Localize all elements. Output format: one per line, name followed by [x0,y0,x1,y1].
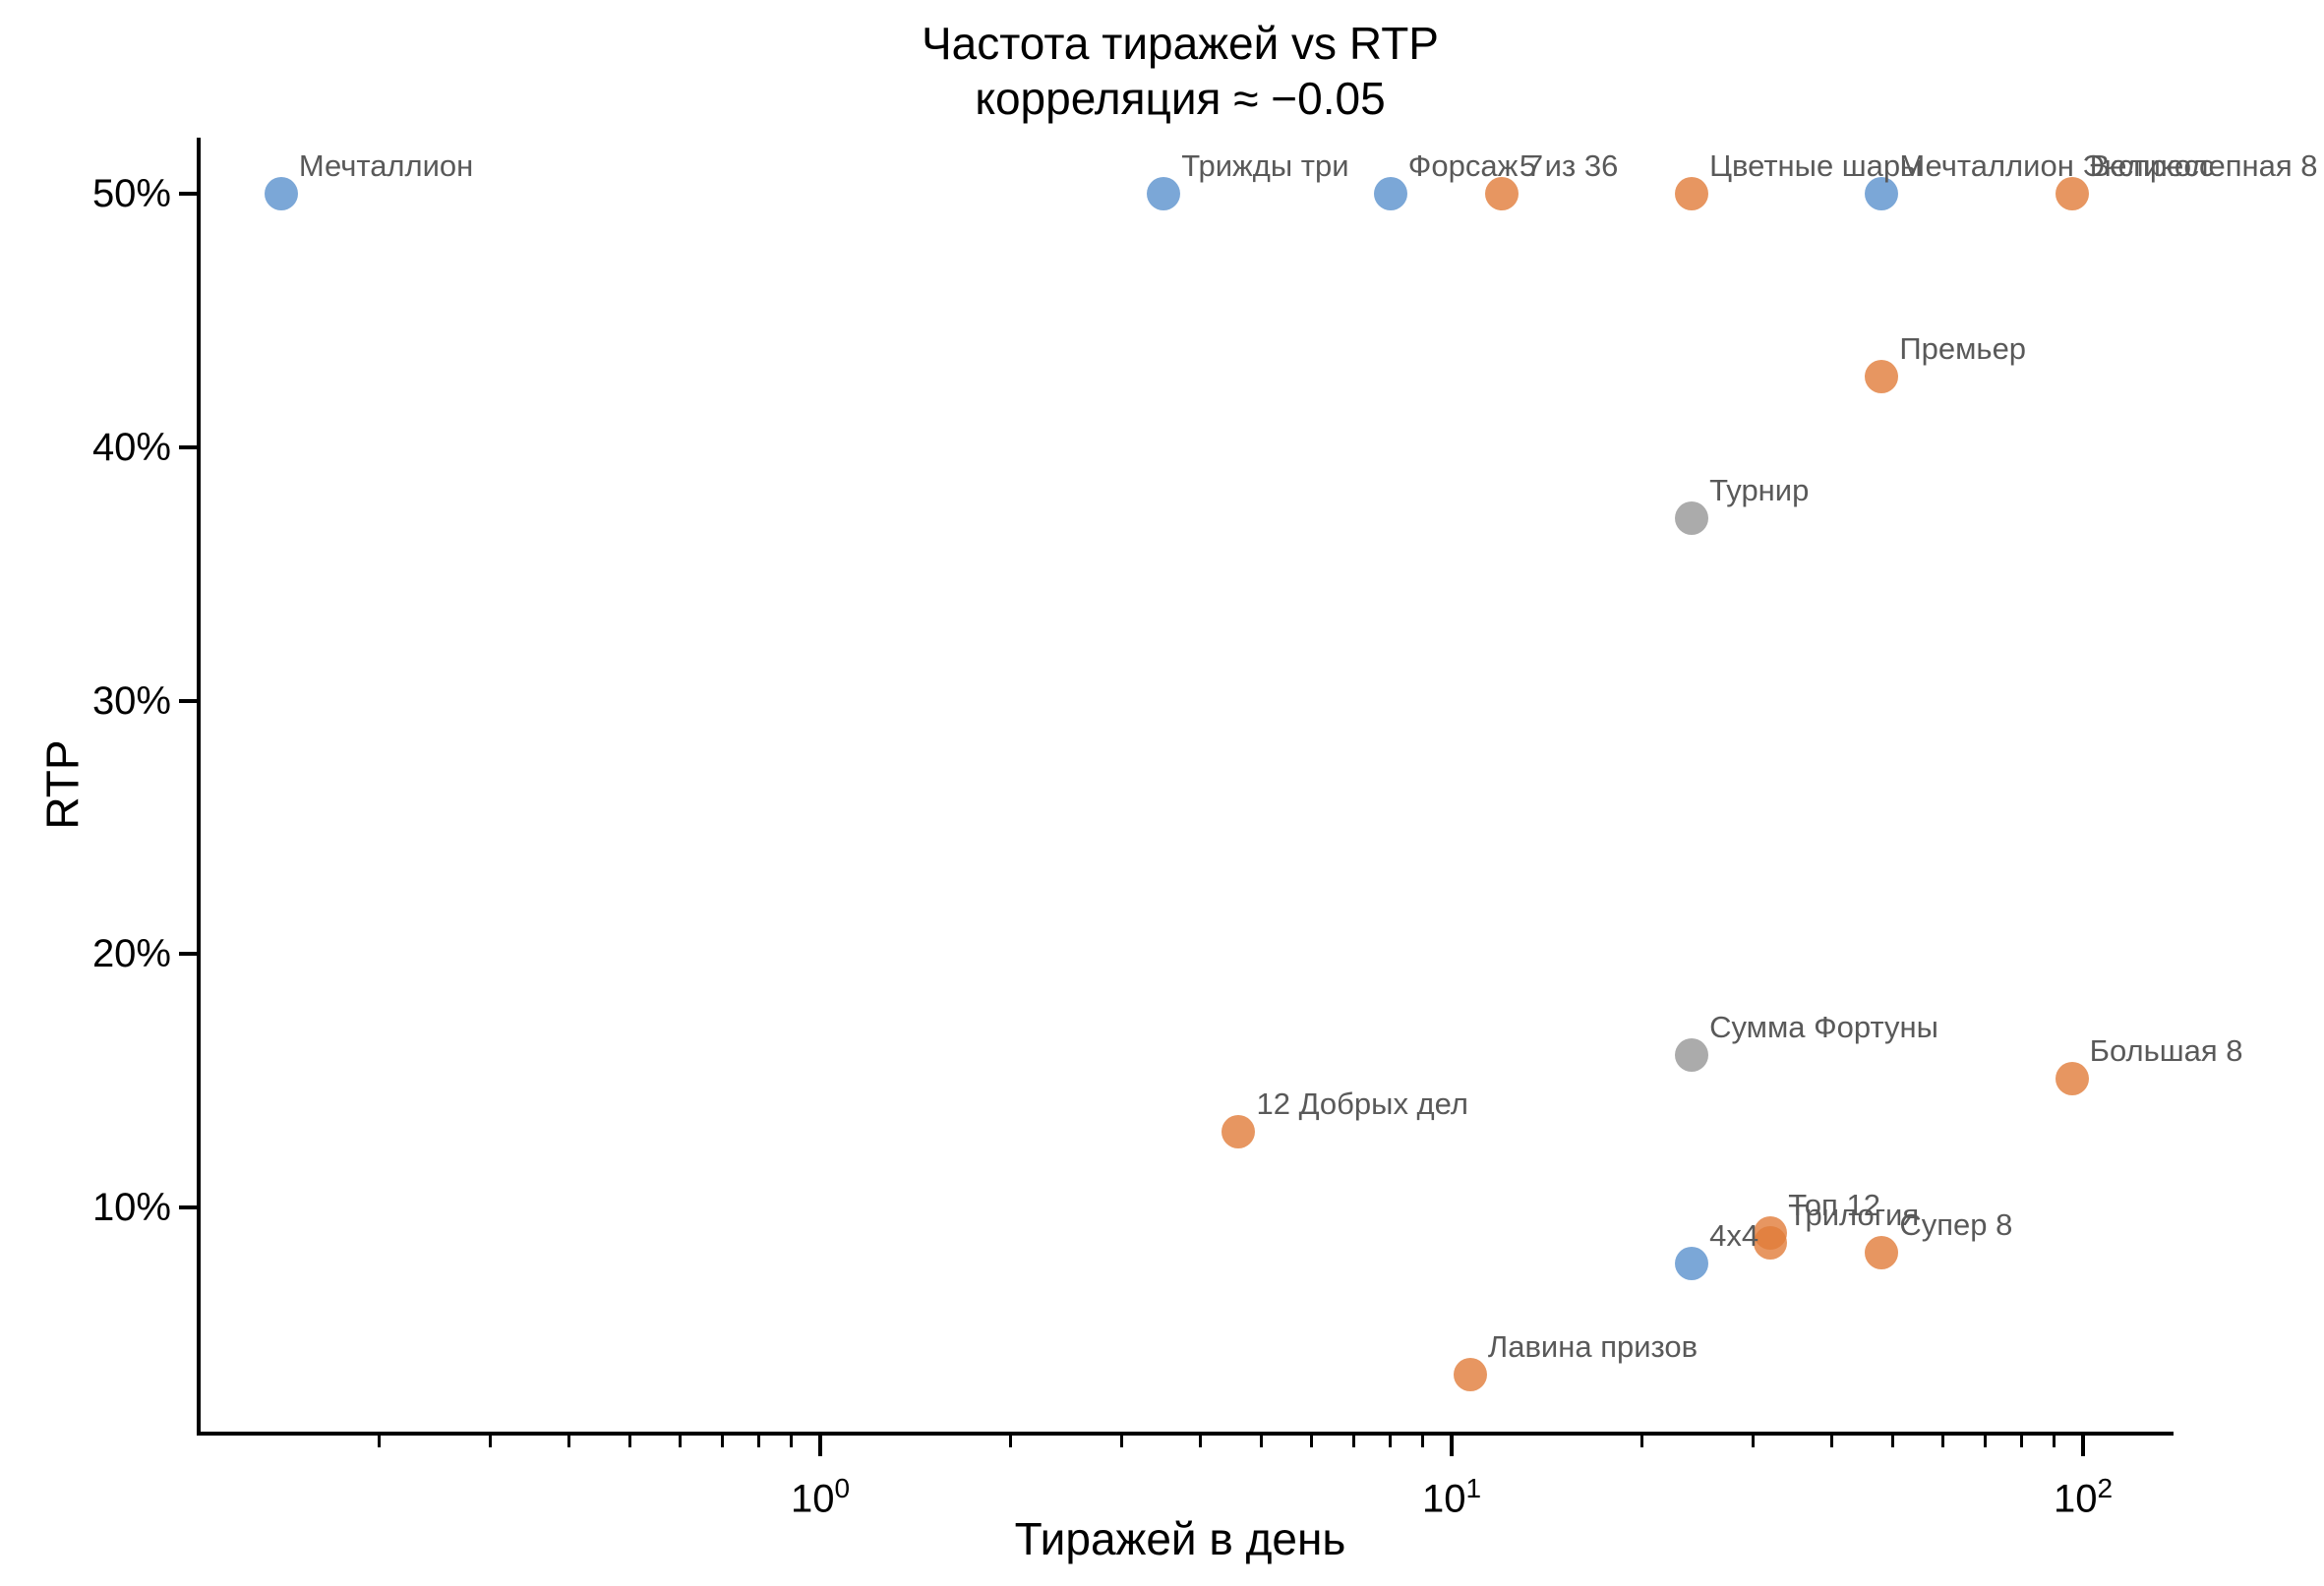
data-point [1675,1038,1709,1073]
y-tick-label: 20% [91,932,171,976]
data-point [264,177,298,210]
y-axis-label: RTP [36,739,89,830]
data-point [1222,1114,1256,1148]
x-minor-tick [679,1436,683,1447]
data-point-label: Великолепная 8 [2089,148,2318,183]
y-tick-label: 10% [91,1186,171,1229]
x-tick-label-exponent: 2 [2097,1473,2114,1503]
data-point-label: Мечталлион Экспресс [1899,148,2215,183]
data-point [1865,359,1899,393]
data-point-label: Мечталлион [298,148,474,183]
data-point-label: Турнир [1709,472,1810,507]
data-point-label: Топ 12 [1788,1187,1880,1222]
x-minor-tick [1119,1436,1123,1447]
x-minor-tick [377,1436,381,1447]
data-point [1373,177,1407,210]
y-tick [179,698,197,703]
x-axis-label: Тиражей в день [1014,1513,1346,1564]
data-point-label: Супер 8 [1899,1207,2013,1243]
y-tick-label: 50% [91,172,171,215]
x-minor-tick [1891,1436,1895,1447]
data-point-label: Форсаж 7 [1407,148,1544,183]
data-point-label: Цветные шары [1709,148,1923,183]
y-tick [179,192,197,196]
x-tick-label-base: 10 [2053,1477,2098,1521]
y-tick-label: 30% [91,678,171,723]
x-minor-tick [1830,1436,1834,1447]
x-minor-tick [1008,1436,1012,1447]
x-minor-tick [1421,1436,1425,1447]
x-minor-tick [1389,1436,1393,1447]
data-point-label: Лавина призов [1487,1329,1698,1365]
data-point-label: Сумма Фортуны [1709,1010,1938,1045]
data-point [1453,1358,1487,1392]
x-tick-label-exponent: 1 [1465,1473,1482,1503]
chart-title-line1: Частота тиражей vs RTP [922,18,1439,69]
y-axis-spine [197,138,201,1436]
x-tick-label: 100 [791,1467,850,1520]
data-point-label: Большая 8 [2089,1032,2243,1068]
x-axis-spine [197,1432,2174,1436]
x-tick [818,1436,822,1456]
data-point-label: 12 Добрых дел [1256,1086,1468,1121]
x-minor-tick [1941,1436,1945,1447]
x-minor-tick [1310,1436,1314,1447]
x-minor-tick [1751,1436,1755,1447]
data-point [1484,177,1519,210]
chart-title-subtitle: корреляция ≈ −0.05 [975,73,1386,125]
x-tick-label-exponent: 0 [834,1473,851,1503]
y-tick [179,952,197,957]
data-point [1865,177,1899,210]
data-point [2055,1061,2089,1095]
x-minor-tick [1260,1436,1264,1447]
x-tick [1450,1436,1454,1456]
data-point [1754,1226,1788,1261]
x-minor-tick [2053,1436,2056,1447]
x-minor-tick [2020,1436,2024,1447]
x-tick-label: 102 [2054,1467,2113,1520]
x-minor-tick [1199,1436,1203,1447]
x-tick-label: 101 [1422,1467,1481,1520]
data-point-label: Премьер [1899,330,2027,366]
x-minor-tick [1352,1436,1356,1447]
data-point [2055,177,2089,210]
x-minor-tick [488,1436,492,1447]
x-minor-tick [1639,1436,1643,1447]
x-minor-tick [757,1436,761,1447]
data-point-label: 5 из 36 [1519,148,1619,183]
data-point-label: 4x4 [1709,1217,1759,1253]
y-tick [179,444,197,449]
data-point [1675,500,1709,535]
x-minor-tick [567,1436,571,1447]
chart-title: Частота тиражей vs RTP корреляция ≈ −0.0… [922,16,1439,126]
x-minor-tick [790,1436,794,1447]
data-point-label: Трижды три [1181,148,1349,183]
x-tick [2081,1436,2085,1456]
x-tick-label-base: 10 [1421,1477,1466,1521]
data-point [1865,1236,1899,1270]
x-minor-tick [721,1436,725,1447]
x-minor-tick [1984,1436,1988,1447]
y-tick [179,1205,197,1209]
x-tick-label-base: 10 [790,1477,835,1521]
data-point [1675,1246,1709,1280]
data-point [1147,177,1181,210]
data-point [1675,177,1709,210]
y-tick-label: 40% [91,425,171,469]
data-point-label: Трилогия [1788,1198,1920,1233]
x-minor-tick [628,1436,632,1447]
